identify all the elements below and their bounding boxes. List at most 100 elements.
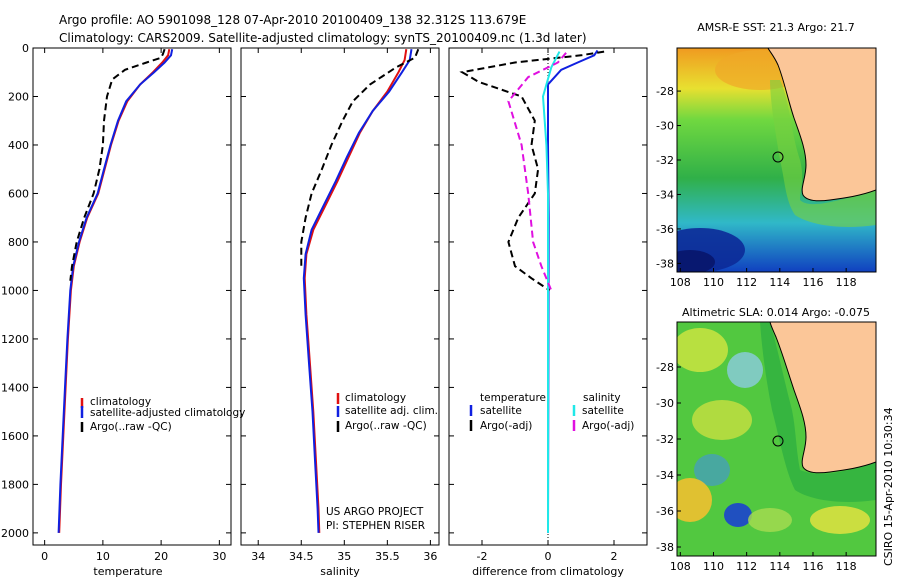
x-tick-label: 10 — [96, 550, 110, 563]
legend-label-sal-satellite: satellite — [582, 405, 624, 417]
sla-map: Altimetric SLA: 0.014 Argo: -0.075 108 11… — [656, 306, 877, 573]
x-tick-label: 0 — [41, 550, 48, 563]
legend-label-argo: Argo(..raw -QC) — [345, 420, 427, 432]
sst-map: AMSR-E SST: 21.3 Argo: 21.7 108 110 112 114… — [656, 21, 877, 289]
sla-high-patch — [677, 478, 712, 522]
y-tick-label: 2000 — [1, 527, 29, 540]
map-x-tick-label: 118 — [836, 560, 857, 573]
legend-label-satellite-adjusted: satellite-adjusted climatology — [90, 407, 245, 419]
x-tick-label: 35 — [337, 550, 351, 563]
legend-label-satellite-adj: satellite adj. clim. — [345, 405, 438, 417]
sst-map-title: AMSR-E SST: 21.3 Argo: 21.7 — [697, 21, 855, 34]
sst-cold-core — [677, 250, 715, 272]
map-x-tick-label: 112 — [736, 560, 757, 573]
salinity-profile-chart: 34 34.5 35 35.5 36 salinity climatology sate… — [240, 47, 440, 578]
difference-x-axis-label: difference from climatology — [472, 565, 624, 578]
sst-shelf-band — [770, 80, 876, 227]
x-tick-label: 2 — [611, 550, 618, 563]
map-x-tick-label: 114 — [769, 560, 790, 573]
salinity-legend: climatology satellite adj. clim. Argo(..… — [336, 392, 438, 432]
y-tick-label: 200 — [8, 90, 29, 103]
figure-title-line2: Climatology: CARS2009. Satellite-adjuste… — [59, 31, 587, 45]
australia-landmass — [769, 322, 876, 474]
project-label: US ARGO PROJECT — [326, 506, 424, 518]
map-y-tick-label: -36 — [656, 505, 674, 518]
x-tick-label: 35.5 — [375, 550, 400, 563]
map-y-tick-label: -38 — [656, 257, 674, 270]
map-y-tick-label: -32 — [656, 433, 674, 446]
map-x-tick-label: 114 — [769, 276, 790, 289]
map-x-tick-label: 110 — [703, 276, 724, 289]
argo-float-marker — [772, 151, 784, 163]
y-tick-label: 600 — [8, 187, 29, 200]
legend-label-climatology: climatology — [90, 396, 151, 408]
sla-map-title: Altimetric SLA: 0.014 Argo: -0.075 — [682, 306, 870, 319]
x-tick-label: -2 — [477, 550, 488, 563]
map-y-tick-label: -38 — [656, 541, 674, 554]
temperature-plot-frame — [32, 47, 232, 546]
pi-label: PI: STEPHEN RISER — [326, 520, 425, 532]
temperature-profile-chart: 0 10 20 30 0 200 400 600 800 1000 1200 1400 1600 1800… — [1, 42, 245, 578]
y-tick-label: 1000 — [1, 284, 29, 297]
map-y-tick-label: -34 — [656, 188, 674, 201]
series-line — [507, 52, 567, 291]
series-line — [547, 49, 599, 533]
temperature-axes: 0 10 20 30 0 200 400 600 800 1000 1200 1400 1600 1800… — [1, 42, 231, 563]
map-x-tick-label: 108 — [670, 560, 691, 573]
legend-label-climatology: climatology — [345, 392, 406, 404]
sla-low-patch — [724, 503, 752, 527]
figure-title-line1: Argo profile: AO 5901098_128 07-Apr-2010… — [59, 13, 526, 27]
series-line — [541, 51, 561, 533]
sla-high-patch — [810, 506, 870, 534]
map-x-tick-label: 118 — [836, 276, 857, 289]
sla-shelf-band — [760, 322, 876, 502]
x-tick-label: 30 — [212, 550, 226, 563]
salinity-profile-lines — [300, 48, 420, 533]
y-tick-label: 0 — [22, 42, 29, 55]
salinity-x-axis-label: salinity — [320, 565, 360, 578]
legend-label-temp-satellite: satellite — [480, 405, 522, 417]
salinity-axes: 34 34.5 35 35.5 36 — [241, 47, 439, 563]
x-tick-label: 34 — [251, 550, 265, 563]
map-y-tick-label: -28 — [656, 85, 674, 98]
map-x-tick-label: 112 — [736, 276, 757, 289]
difference-legend: temperature satellite Argo(-adj) salinit… — [469, 392, 634, 432]
sla-low-patch — [694, 454, 730, 486]
y-tick-label: 1600 — [1, 430, 29, 443]
series-line — [69, 48, 166, 281]
map-y-tick-label: -32 — [656, 154, 674, 167]
series-line — [459, 50, 605, 292]
y-tick-label: 800 — [8, 236, 29, 249]
series-line — [58, 49, 171, 533]
map-y-tick-label: -30 — [656, 120, 674, 133]
series-line — [302, 49, 413, 533]
map-y-tick-label: -28 — [656, 361, 674, 374]
difference-profile-chart: -2 0 2 difference from climatology tempera… — [448, 47, 648, 578]
sla-low-patch — [727, 352, 763, 388]
series-line — [57, 49, 174, 533]
x-tick-label: 34.5 — [289, 550, 314, 563]
y-tick-label: 400 — [8, 139, 29, 152]
legend-header-salinity: salinity — [583, 392, 621, 404]
sla-high-patch — [677, 328, 728, 372]
map-x-tick-label: 116 — [802, 276, 823, 289]
sla-map-axes: 108 110 112 114 116 118 -28 -30 -32 -34 -36 -38 — [656, 361, 857, 573]
legend-header-temperature: temperature — [480, 392, 546, 404]
legend-label-temp-argo: Argo(-adj) — [480, 420, 532, 432]
temperature-x-axis-label: temperature — [93, 565, 162, 578]
y-tick-label: 1200 — [1, 333, 29, 346]
salinity-plot-frame — [240, 47, 440, 546]
australia-landmass — [767, 48, 876, 202]
argo-float-marker — [772, 435, 784, 447]
temperature-legend: climatology satellite-adjusted climatolo… — [80, 396, 245, 433]
difference-axes: -2 0 2 — [449, 47, 647, 563]
difference-profile-lines — [459, 49, 605, 533]
map-x-tick-label: 110 — [703, 560, 724, 573]
sla-high-patch — [692, 400, 752, 440]
x-tick-label: 36 — [423, 550, 437, 563]
y-tick-label: 1400 — [1, 381, 29, 394]
y-tick-label: 1800 — [1, 478, 29, 491]
legend-label-sal-argo: Argo(-adj) — [582, 420, 634, 432]
map-y-tick-label: -30 — [656, 397, 674, 410]
